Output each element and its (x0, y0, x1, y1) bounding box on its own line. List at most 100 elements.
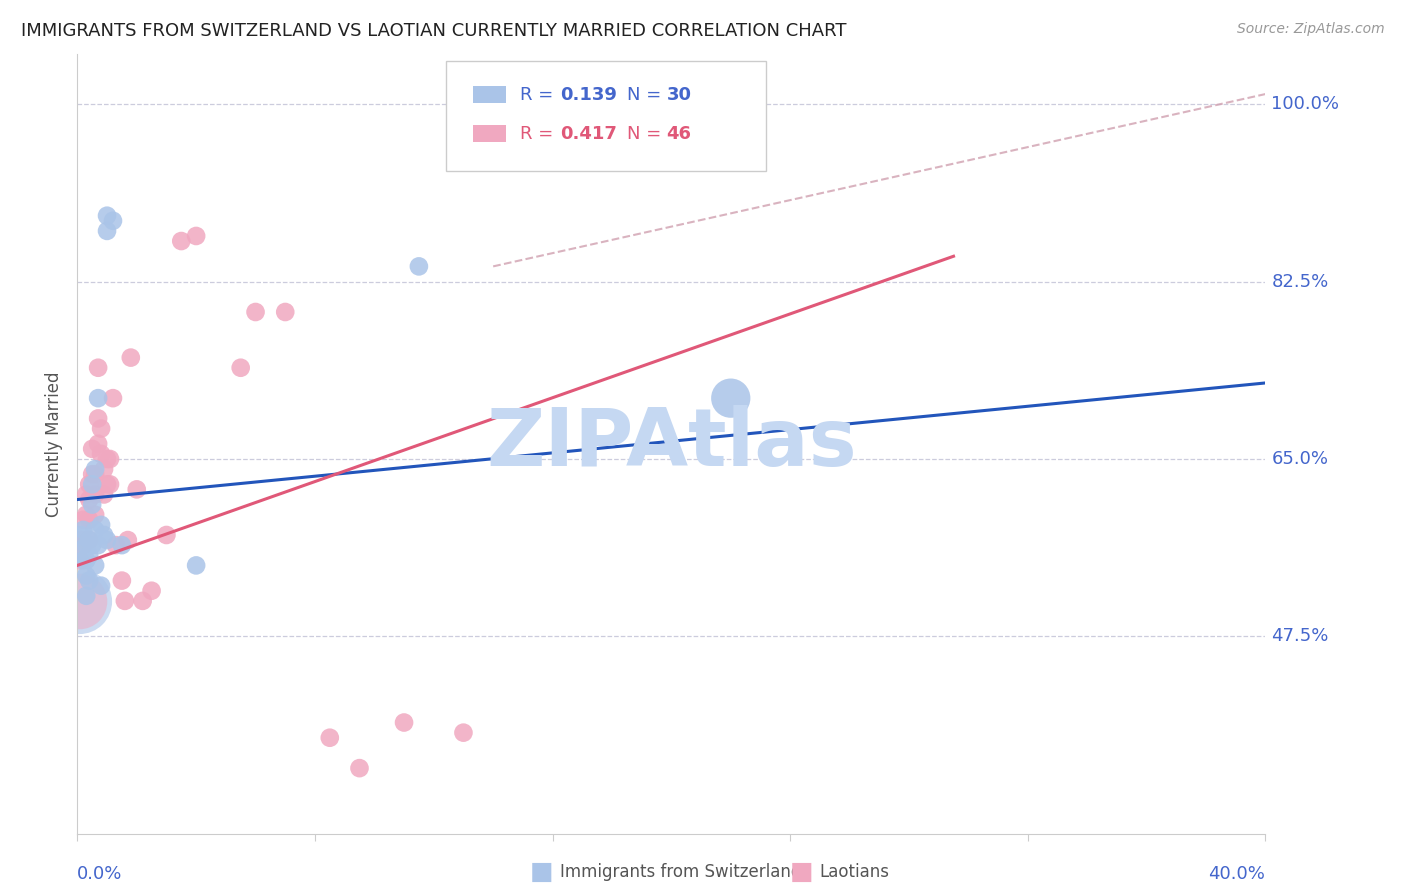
Point (82, 467, 104, 482)
Point (120, 351, 142, 365)
Point (101, 213, 124, 227)
Point (84, 462, 107, 476)
Point (69, 528, 91, 542)
Point (98, 452, 121, 467)
Point (84, 487, 107, 501)
Point (96, 477, 118, 491)
Text: 46: 46 (666, 125, 692, 143)
Point (96, 452, 118, 467)
Text: 0.0%: 0.0% (77, 865, 122, 883)
Point (77, 548, 100, 563)
Point (75, 533, 97, 547)
Point (87, 437, 110, 451)
Point (155, 528, 177, 542)
Point (75, 487, 97, 501)
Point (245, 305, 267, 319)
Point (141, 583, 163, 598)
Point (90, 517, 112, 532)
Point (131, 594, 153, 608)
Point (75, 568, 97, 582)
Point (90, 421, 112, 435)
Point (170, 234, 193, 248)
Point (77, 533, 100, 547)
Point (77, 533, 100, 547)
Point (72, 523, 94, 537)
Bar (472, 126, 506, 143)
Text: 40.0%: 40.0% (1209, 865, 1265, 883)
Point (87, 360, 110, 375)
Point (186, 558, 208, 573)
Point (101, 391, 124, 405)
Point (87, 411, 110, 425)
Text: 47.5%: 47.5% (1271, 627, 1329, 645)
Point (84, 558, 107, 573)
Text: IMMIGRANTS FROM SWITZERLAND VS LAOTIAN CURRENTLY MARRIED CORRELATION CHART: IMMIGRANTS FROM SWITZERLAND VS LAOTIAN C… (21, 22, 846, 40)
Point (72, 513, 94, 527)
Point (96, 209, 118, 223)
Text: N =: N = (627, 86, 668, 103)
Text: Laotians: Laotians (820, 863, 890, 881)
Point (229, 360, 252, 375)
Point (82, 498, 104, 512)
Y-axis label: Currently Married: Currently Married (45, 371, 63, 516)
Text: 30: 30 (666, 86, 692, 103)
Point (186, 229, 208, 244)
Point (82, 538, 104, 552)
Point (75, 538, 97, 552)
Text: R =: R = (520, 86, 560, 103)
Point (453, 725, 475, 739)
Point (69, 553, 91, 567)
Point (67, 594, 90, 608)
Point (274, 305, 297, 319)
Text: 82.5%: 82.5% (1271, 273, 1329, 291)
Point (125, 483, 148, 497)
Text: ■: ■ (790, 861, 813, 884)
Text: Source: ZipAtlas.com: Source: ZipAtlas.com (1237, 22, 1385, 37)
Point (96, 533, 118, 547)
Text: R =: R = (520, 125, 560, 143)
Point (87, 538, 110, 552)
Bar (472, 87, 506, 103)
Point (82, 442, 104, 456)
Point (392, 715, 415, 730)
Text: 100.0%: 100.0% (1271, 95, 1340, 113)
Point (90, 579, 112, 593)
Text: Immigrants from Switzerland: Immigrants from Switzerland (560, 863, 801, 881)
Point (84, 523, 107, 537)
Point (349, 761, 371, 775)
Point (90, 447, 112, 461)
Point (111, 574, 134, 588)
Text: 65.0%: 65.0% (1271, 450, 1329, 468)
Point (72, 553, 94, 567)
Point (69, 533, 91, 547)
Text: ■: ■ (530, 861, 553, 884)
Point (319, 731, 342, 745)
Point (96, 224, 118, 238)
Text: ZIPAtlas: ZIPAtlas (486, 405, 856, 483)
Point (93, 528, 115, 542)
Point (77, 513, 100, 527)
Point (69, 543, 91, 558)
Point (77, 574, 100, 588)
Point (114, 594, 136, 608)
Point (77, 477, 100, 491)
Point (720, 391, 742, 405)
Point (87, 391, 110, 405)
Point (77, 492, 100, 507)
Point (67, 594, 90, 608)
Point (75, 508, 97, 522)
Text: 0.139: 0.139 (560, 86, 617, 103)
Point (111, 538, 134, 552)
Point (93, 487, 115, 501)
Point (75, 589, 97, 603)
Point (93, 462, 115, 476)
Point (98, 477, 121, 491)
Point (72, 538, 94, 552)
FancyBboxPatch shape (446, 62, 766, 170)
Point (408, 260, 430, 274)
Point (84, 467, 107, 482)
Point (75, 553, 97, 567)
Point (104, 538, 127, 552)
Point (82, 477, 104, 491)
Point (84, 508, 107, 522)
